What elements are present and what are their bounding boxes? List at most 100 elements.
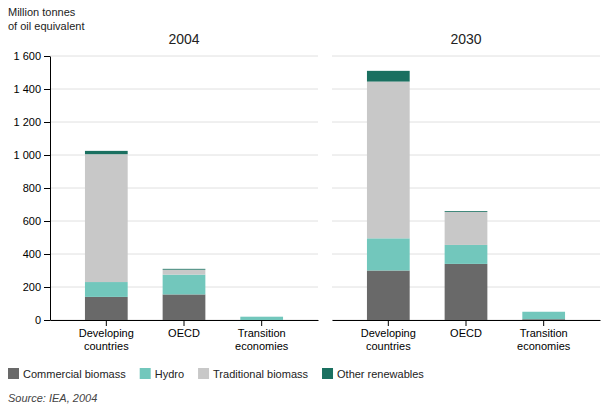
bar-series — [85, 294, 205, 320]
y-tick-mark — [44, 254, 50, 255]
bar — [163, 275, 206, 295]
y-axis: 0 200 400 600 800 1 000 1 200 1 400 1 600 — [13, 50, 50, 326]
x-tick: Transitioneconomies — [235, 320, 289, 352]
bars — [85, 151, 283, 320]
x-tick-label: OECD — [450, 327, 482, 339]
y-tick: 1 200 — [13, 116, 50, 128]
y-tick-label: 1 600 — [13, 50, 41, 62]
x-tick: OECD — [450, 320, 482, 339]
y-axis-title-line: Million tonnes — [8, 6, 76, 18]
x-tick-label-line: Developing — [79, 327, 134, 339]
bar — [445, 245, 488, 264]
x-axis: Developingcountries OECD Transitioneconomi… — [333, 320, 601, 352]
bars — [367, 71, 565, 320]
x-tick-mark — [106, 320, 107, 326]
y-tick: 800 — [23, 182, 50, 194]
x-tick-label-line: Transition — [520, 327, 568, 339]
bar — [240, 316, 283, 317]
x-tick-label-line: countries — [366, 340, 411, 352]
y-axis-title-line: of oil equivalent — [8, 20, 84, 32]
y-tick-label: 0 — [35, 314, 41, 326]
y-axis-title: Million tonnes of oil equivalent — [8, 6, 84, 32]
y-tick-label: 600 — [23, 215, 41, 227]
legend-item: Hydro — [140, 368, 184, 380]
bar — [367, 271, 410, 321]
bar-series — [367, 238, 565, 319]
grid — [332, 56, 600, 320]
bar — [522, 311, 565, 312]
legend-item: Other renewables — [322, 368, 424, 380]
bar — [163, 268, 206, 270]
bar — [445, 211, 488, 213]
bar — [445, 264, 488, 320]
bar — [85, 297, 128, 320]
x-tick-label-line: OECD — [450, 327, 482, 339]
panel: 0 200 400 600 800 1 000 1 200 1 400 1 600 Develop… — [13, 50, 318, 352]
y-tick-mark — [44, 221, 50, 222]
bar — [85, 154, 128, 282]
x-tick: Developingcountries — [361, 320, 416, 352]
x-tick-label: OECD — [168, 327, 200, 339]
y-tick-label: 1 400 — [13, 83, 41, 95]
x-tick-label-line: Transition — [238, 327, 286, 339]
y-tick-mark — [44, 122, 50, 123]
bar-series — [367, 264, 565, 320]
legend-swatch — [140, 368, 151, 379]
bar — [445, 212, 488, 245]
bar-series — [367, 82, 487, 245]
y-tick-label: 1 200 — [13, 116, 41, 128]
y-tick-mark — [44, 155, 50, 156]
chart-svg: 0 200 400 600 800 1 000 1 200 1 400 1 600 Develop… — [0, 0, 616, 412]
panel-title: 2030 — [450, 31, 481, 47]
legend-swatch — [198, 368, 209, 379]
y-tick: 200 — [23, 281, 50, 293]
panel: Developingcountries OECD Transitioneconomi… — [332, 56, 601, 352]
bar-series — [367, 71, 487, 212]
x-tick-label-line: economies — [235, 340, 289, 352]
legend-swatch — [8, 368, 19, 379]
grid-line — [50, 89, 318, 90]
x-tick-mark — [543, 320, 544, 326]
grid-line — [50, 122, 318, 123]
x-tick-label-line: economies — [517, 340, 571, 352]
legend-label: Other renewables — [337, 368, 424, 380]
x-tick: OECD — [168, 320, 200, 339]
y-tick-label: 400 — [23, 248, 41, 260]
bar — [367, 82, 410, 239]
bar — [522, 312, 565, 319]
bar-series — [85, 151, 205, 270]
grid-line — [332, 56, 600, 57]
bar-series — [85, 154, 205, 282]
legend-label: Hydro — [155, 368, 184, 380]
legend-label: Traditional biomass — [213, 368, 308, 380]
chart-root: 0 200 400 600 800 1 000 1 200 1 400 1 600 Develop… — [0, 0, 616, 412]
bar — [367, 238, 410, 270]
y-tick-mark — [44, 287, 50, 288]
y-tick-mark — [44, 89, 50, 90]
y-tick: 1 000 — [13, 149, 50, 161]
y-tick: 600 — [23, 215, 50, 227]
bar — [240, 316, 283, 317]
y-tick: 400 — [23, 248, 50, 260]
x-tick-label: Developingcountries — [361, 327, 416, 352]
legend-swatch — [322, 368, 333, 379]
y-tick: 0 — [35, 314, 50, 326]
y-tick-label: 1 000 — [13, 149, 41, 161]
x-tick-label: Developingcountries — [79, 327, 134, 352]
legend-item: Traditional biomass — [198, 368, 308, 380]
panel-title: 2004 — [168, 31, 199, 47]
y-tick-mark — [44, 56, 50, 57]
x-tick: Developingcountries — [79, 320, 134, 352]
x-axis: Developingcountries OECD Transitioneconomi… — [51, 320, 319, 352]
y-axis-line — [50, 57, 51, 321]
y-tick-mark — [44, 320, 50, 321]
x-tick-mark — [466, 320, 467, 326]
bar — [85, 282, 128, 297]
y-tick: 1 400 — [13, 83, 50, 95]
y-tick-label: 200 — [23, 281, 41, 293]
legend-label: Commercial biomass — [23, 368, 126, 380]
y-tick-label: 800 — [23, 182, 41, 194]
y-tick: 1 600 — [13, 50, 50, 62]
legend-item: Commercial biomass — [8, 368, 126, 380]
x-tick-label-line: Developing — [361, 327, 416, 339]
